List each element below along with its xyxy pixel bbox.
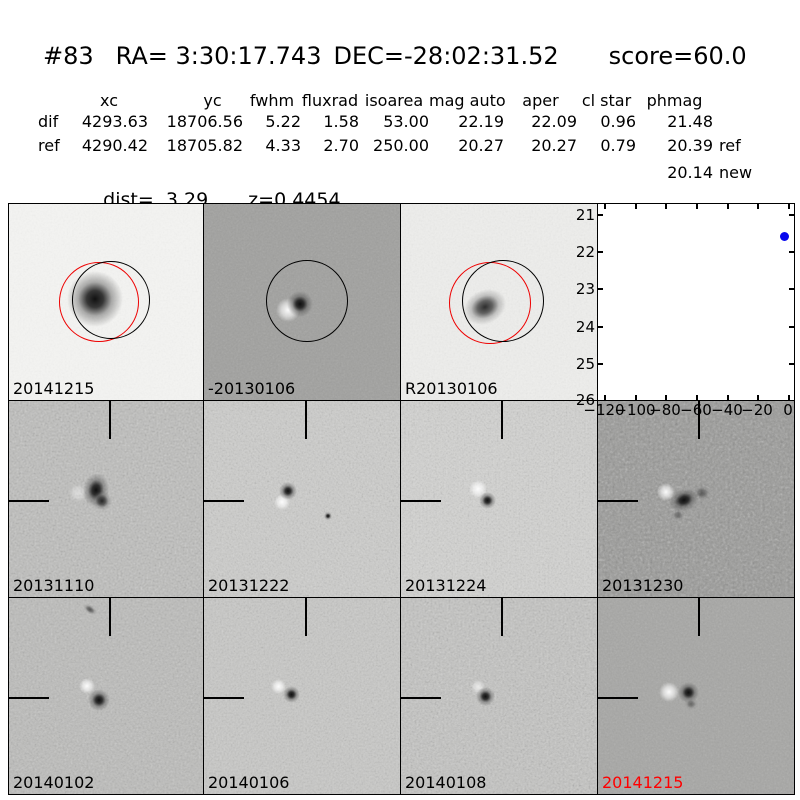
source-blob (479, 492, 496, 509)
secondary-dot (324, 512, 332, 520)
stamp-dif-20140108: 20140108 (401, 598, 598, 794)
x-tick-0: 0 (783, 401, 793, 419)
col-cl-star: cl star (581, 91, 632, 110)
source-blob (671, 509, 685, 521)
position-marker-h (9, 500, 49, 502)
position-marker-v (305, 598, 307, 636)
position-marker-h (9, 697, 49, 699)
table-row-new-phmag: 20.14 new (667, 163, 753, 182)
source-blob (693, 485, 711, 501)
position-marker-v (305, 401, 307, 439)
stamp-dif-20140106: 20140106 (204, 598, 401, 794)
position-marker-v (501, 598, 503, 636)
col-isoarea: isoarea (364, 91, 424, 110)
noise-texture (401, 598, 597, 794)
position-marker-v (698, 401, 700, 439)
ra-value: RA= 3:30:17.743 (115, 42, 322, 70)
source-blob (92, 491, 112, 511)
y-tick-23: 23 (575, 280, 595, 298)
position-marker-h (204, 500, 244, 502)
col-yc: yc (203, 91, 222, 110)
x-tick--40: −40 (711, 401, 743, 419)
y-tick-22: 22 (575, 243, 595, 261)
y-tick-21: 21 (575, 206, 595, 224)
source-blob (283, 686, 300, 703)
photometry-table-header: xc yc fwhm fluxrad isoarea mag auto aper… (26, 91, 757, 110)
x-tick--120: −120 (583, 401, 625, 419)
col-fluxrad: fluxrad (301, 91, 359, 110)
y-tick-26: 26 (575, 391, 595, 409)
noise-texture (204, 401, 400, 597)
lightcurve-plot (598, 204, 794, 401)
new-aperture-circle (462, 260, 544, 342)
source-blob (279, 482, 297, 500)
position-marker-v (501, 401, 503, 439)
dec-value: DEC=-28:02:31.52 (333, 42, 559, 70)
stamp-new-20141215: 20141215 (9, 204, 204, 401)
table-row-ref: ref 4290.42 18705.82 4.33 2.70 250.00 20… (38, 136, 741, 155)
stamp-label: 20141215 (602, 773, 684, 793)
new-aperture-circle (72, 261, 150, 339)
col-fwhm: fwhm (249, 91, 295, 110)
stamp-dif-20140102: 20140102 (9, 598, 204, 794)
x-tick--60: −60 (680, 401, 712, 419)
dipole-white (79, 678, 95, 694)
stamp-label: R20130106 (405, 379, 498, 399)
stamp-dif-20131230: 20131230 (598, 401, 794, 598)
stamp-dif-20131224: 20131224 (401, 401, 598, 598)
x-tick--20: −20 (741, 401, 773, 419)
source-blob (476, 687, 495, 706)
lightcurve-point (780, 232, 789, 241)
col-mag-auto: mag auto (429, 91, 506, 110)
noise-texture (204, 598, 400, 794)
stamp-dif-20131110: 20131110 (9, 401, 204, 598)
y-tick-24: 24 (575, 318, 595, 336)
position-marker-v (109, 401, 111, 439)
col-xc: xc (100, 91, 118, 110)
stamp-label: 20131230 (602, 576, 684, 596)
position-marker-v (698, 598, 700, 636)
stamp-dif-20141215: 20141215 (598, 598, 794, 794)
stamp-label: 20140102 (13, 773, 95, 793)
position-marker-h (204, 697, 244, 699)
position-marker-h (401, 500, 441, 502)
aperture-circle (266, 260, 348, 342)
col-phmag: phmag (646, 91, 703, 110)
position-marker-v (109, 598, 111, 636)
position-marker-h (598, 500, 638, 502)
dipole-white (271, 679, 286, 694)
noise-texture (401, 401, 597, 597)
stamp-label: 20140106 (208, 773, 290, 793)
source-blob (88, 689, 110, 711)
stamp-dif--20130106: -20130106 (204, 204, 401, 401)
stamp-label: 20141215 (13, 379, 95, 399)
stamp-label: 20140108 (405, 773, 487, 793)
stamp-label: 20131222 (208, 576, 290, 596)
y-tick-25: 25 (575, 355, 595, 373)
source-blob (678, 682, 699, 703)
stamp-label: -20130106 (208, 379, 296, 399)
table-row-dif: dif 4293.63 18706.56 5.22 1.58 53.00 22.… (38, 112, 713, 131)
figure-title: #83 RA= 3:30:17.743 DEC=-28:02:31.52 sco… (43, 42, 747, 70)
stamp-ref-R20130106: R20130106 (401, 204, 598, 401)
source-blob (684, 698, 698, 710)
x-tick--80: −80 (649, 401, 681, 419)
stamp-grid: 20141215 -20130106 R20130106 (8, 203, 795, 795)
stamp-label: 20131224 (405, 576, 487, 596)
dipole-white (659, 682, 679, 702)
x-tick--100: −100 (614, 401, 656, 419)
col-aper: aper (522, 91, 559, 110)
position-marker-h (401, 697, 441, 699)
score-value: score=60.0 (608, 42, 747, 70)
position-marker-h (598, 697, 638, 699)
stamp-label: 20131110 (13, 576, 95, 596)
candidate-id: #83 (43, 42, 94, 70)
stamp-dif-20131222: 20131222 (204, 401, 401, 598)
